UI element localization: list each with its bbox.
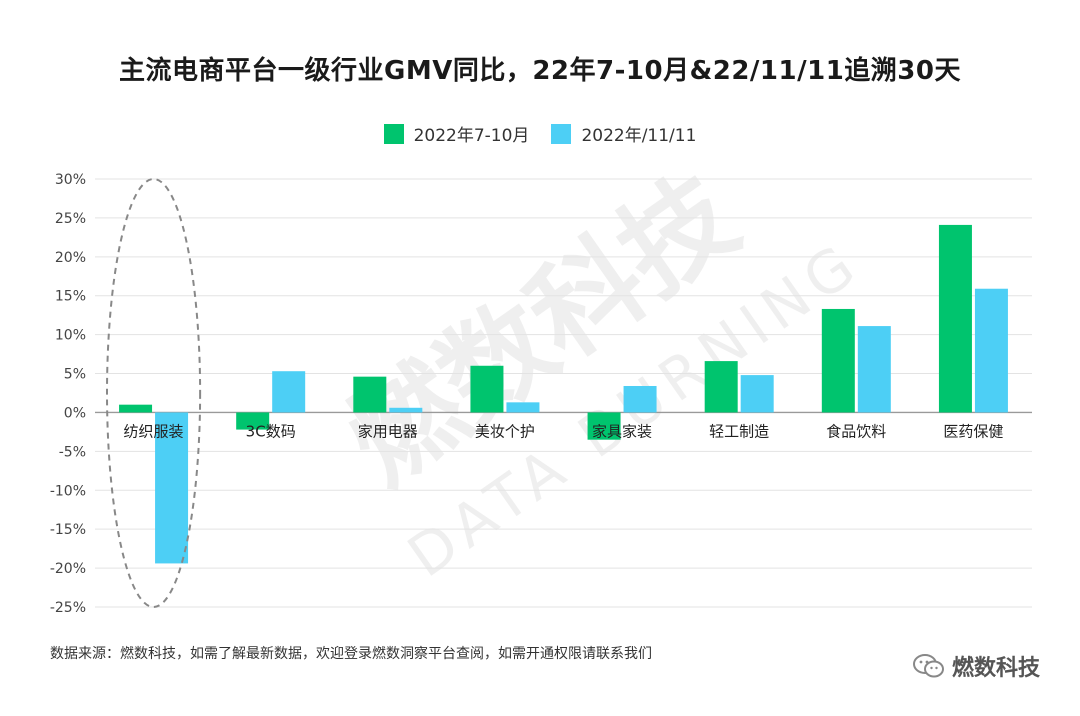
bar-1: [470, 365, 504, 413]
bar-2: [974, 288, 1008, 413]
x-tick-label: 纺织服装: [124, 422, 184, 440]
highlight-ellipse: [106, 178, 202, 608]
bar-1: [353, 376, 387, 413]
y-tick-label: -25%: [50, 600, 86, 616]
y-tick-label: 25%: [55, 211, 86, 227]
y-tick-label: -15%: [50, 522, 86, 538]
legend-swatch-series-1: [383, 123, 404, 144]
bar-2: [623, 385, 657, 413]
x-tick-label: 家具家装: [592, 422, 652, 440]
brand-logo: 燃数科技: [912, 650, 1040, 682]
y-tick-label: 30%: [55, 172, 86, 188]
legend-label-series-1: 2022年7-10月: [413, 126, 530, 146]
x-tick-label: 3C数码: [246, 422, 296, 440]
bar-2: [272, 371, 306, 413]
y-tick-label: 10%: [55, 328, 86, 344]
y-tick-label: -10%: [50, 483, 86, 499]
bar-2: [389, 407, 423, 413]
bar-1: [821, 308, 855, 413]
source-note: 数据来源：燃数科技，如需了解最新数据，欢迎登录燃数洞察平台查阅，如需开通权限请联…: [50, 646, 652, 662]
wechat-icon: [912, 654, 944, 678]
bar-1: [119, 404, 153, 413]
bar-2: [506, 402, 540, 413]
legend-item-series-2: 2022年/11/11: [551, 121, 696, 146]
legend-label-series-2: 2022年/11/11: [581, 126, 697, 146]
bar-2: [155, 412, 189, 564]
bar-2: [740, 375, 774, 413]
y-tick-label: 20%: [55, 250, 86, 266]
bar-2: [857, 326, 891, 413]
legend-item-series-1: 2022年7-10月: [383, 121, 530, 146]
chart-title: 主流电商平台一级行业GMV同比，22年7-10月&22/11/11追溯30天: [119, 56, 961, 86]
x-tick-label: 家用电器: [358, 422, 418, 440]
y-tick-label: 15%: [55, 289, 86, 305]
legend-swatch-series-2: [551, 123, 572, 144]
y-tick-label: 5%: [64, 367, 86, 383]
y-tick-label: 0%: [64, 405, 86, 421]
y-tick-label: -5%: [59, 444, 86, 460]
y-tick-label: -20%: [50, 561, 86, 577]
x-tick-label: 美妆个护: [475, 422, 535, 440]
bar-1: [587, 412, 621, 440]
bar-1: [704, 361, 738, 413]
legend: 2022年7-10月 2022年/11/11: [0, 121, 1080, 146]
bar-1: [236, 412, 270, 430]
x-tick-label: 医药保健: [943, 422, 1003, 440]
brand-name: 燃数科技: [951, 656, 1040, 681]
x-tick-label: 食品饮料: [826, 422, 886, 440]
bar-1: [938, 224, 972, 413]
x-tick-label: 轻工制造: [709, 422, 769, 440]
